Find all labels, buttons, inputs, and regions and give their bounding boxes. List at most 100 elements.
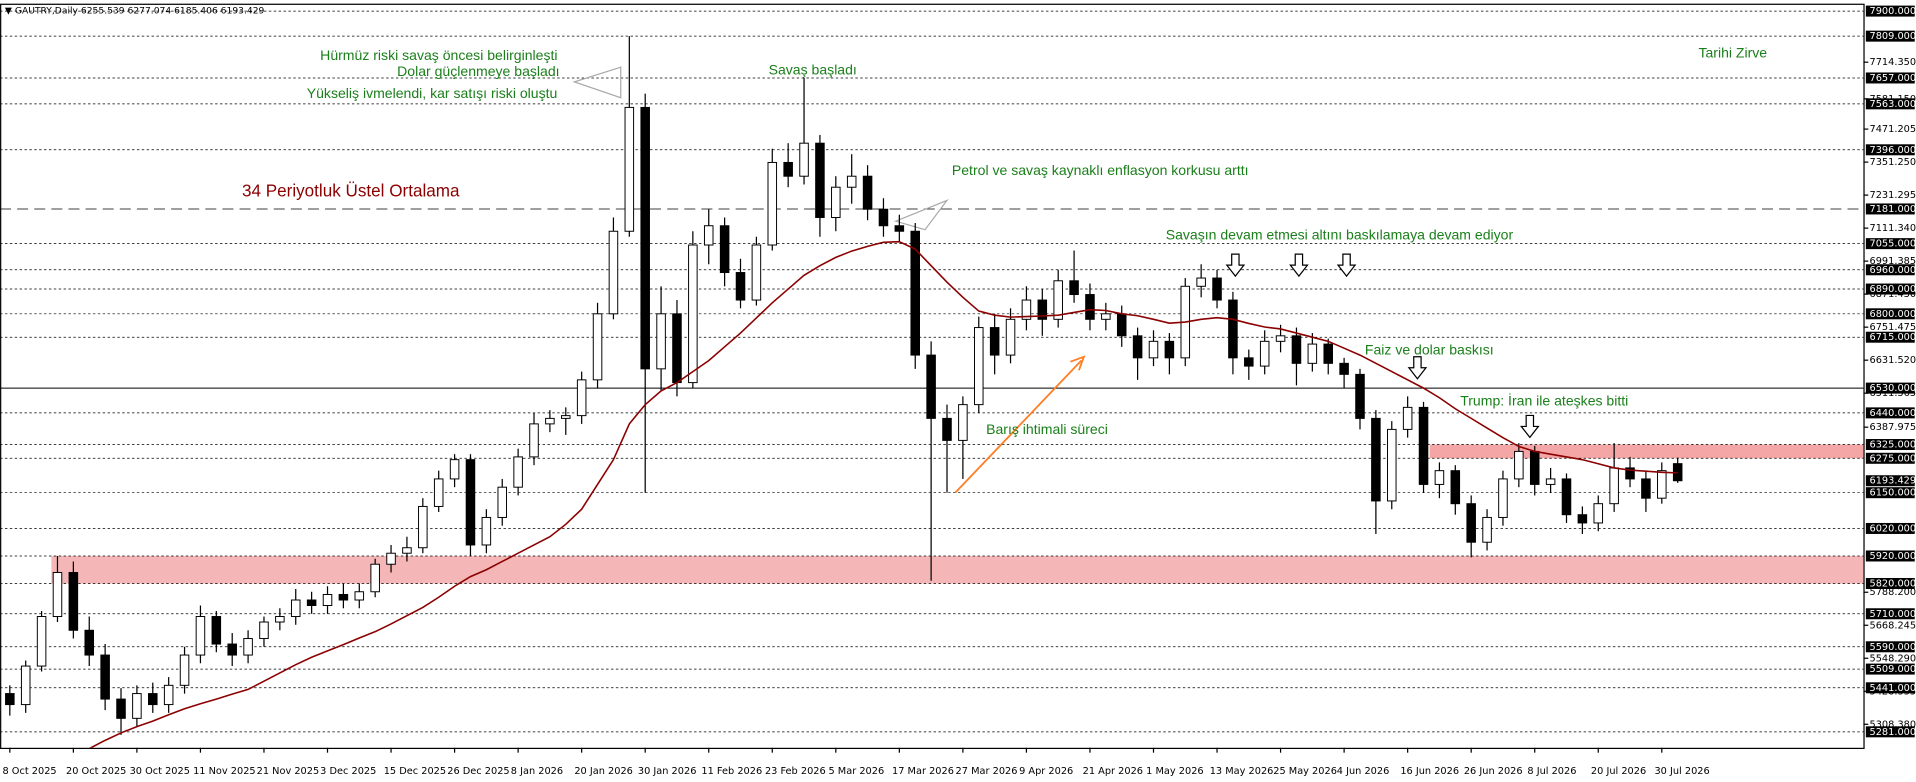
level-label: 7181.000 [1870,204,1916,215]
annotations: 34 Periyotluk Üstel Ortalama Hürmüz riski… [242,44,1767,436]
level-label-box [1865,487,1915,499]
x-tick-label: 15 Dec 2025 [384,766,446,777]
price-zone [51,555,1864,584]
candle-body [1482,516,1492,543]
candle-body [1450,470,1461,505]
y-tick-label: 6751.475 [1870,322,1916,333]
candle-body [36,616,47,667]
annotation: Yükseliş ivmelendi, kar satışı riski olu… [307,85,558,101]
y-tick-label: 5668.245 [1870,620,1916,631]
level-label: 7809.000 [1870,31,1916,42]
candle-body [465,459,476,546]
x-tick-label: 25 May 2026 [1273,766,1337,777]
level-label: 6325.000 [1870,440,1916,451]
level-label-box [1865,5,1915,17]
candle-body [179,654,190,686]
level-label: 5820.000 [1870,578,1916,589]
candle-body [831,186,841,218]
x-tick-label: 26 Jun 2026 [1464,766,1523,777]
candle-body [1148,340,1159,359]
candles [5,36,1683,735]
level-label-box [1865,283,1915,295]
x-tick-label: 4 Jun 2026 [1337,766,1390,777]
candle-body [1069,280,1079,296]
y-tick-label: 7714.350 [1870,57,1916,68]
level-label-box [1865,144,1915,156]
candle-body [561,415,571,419]
triangle [572,66,622,99]
candle-body [958,404,968,441]
x-tick-label: 30 Oct 2025 [130,766,190,777]
level-label: 6530.000 [1870,383,1916,394]
level-label-box [1865,663,1915,675]
candle-body [1323,343,1333,364]
level-label-box [1865,475,1915,487]
x-tick-label: 30 Jan 2026 [638,766,697,777]
candle-body [783,161,793,177]
level-label: 6193.429 [1870,476,1916,487]
candle-body [974,327,984,406]
candle-body [211,616,222,645]
candle-body [1101,313,1111,320]
candle-body [449,459,460,480]
candle-body [227,643,237,656]
candle-body [640,106,650,370]
x-tick-label: 8 Oct 2025 [2,766,56,777]
level-label: 6715.000 [1870,332,1916,343]
candle-body [1212,277,1222,301]
candle-body [1037,299,1048,320]
y-tick-label: 5548.290 [1870,653,1916,664]
candle-body [1529,450,1540,485]
candle-body [1196,277,1206,287]
candle-body [751,244,762,301]
orange-arrow [954,359,1083,494]
candle-body [592,313,603,381]
candle-body [5,693,15,706]
candle-body [624,106,635,232]
orange-arrow-head [1070,355,1086,371]
down-arrow [1520,414,1540,439]
level-label-box [1865,98,1915,110]
candle-body [1307,343,1318,364]
candle-body [418,505,428,549]
candle-body [370,563,380,593]
level-label-box [1865,550,1915,562]
x-tick-label: 3 Dec 2025 [320,766,376,777]
candle-body [910,230,920,356]
x-tick-label: 11 Nov 2025 [193,766,256,777]
level-label: 5509.000 [1870,664,1916,675]
y-tick-label: 7111.340 [1870,223,1916,234]
candle-body [116,698,126,719]
candle-body [846,175,857,188]
y-tick-label: 7351.250 [1870,157,1916,168]
x-tick-label: 9 Apr 2026 [1019,766,1073,777]
level-label: 5281.000 [1870,727,1916,738]
candle-body [1593,503,1604,524]
y-tick-label: 5788.200 [1870,587,1916,598]
candle-body [1085,294,1095,320]
x-tick-label: 8 Jan 2026 [511,766,563,777]
level-label-box [1865,382,1915,394]
x-tick-label: 20 Jul 2026 [1591,766,1646,777]
candle-body [1275,335,1286,342]
candle-body [1514,450,1524,480]
level-label: 6800.000 [1870,309,1916,320]
level-label: 5441.000 [1870,683,1916,694]
x-tick-label: 11 Feb 2026 [701,766,762,777]
candle-body [1053,280,1063,320]
candle-body [545,417,555,425]
triangle [893,198,949,231]
candle-body [354,591,365,601]
level-label: 7563.000 [1870,99,1916,110]
annotation: Petrol ve savaş kaynaklı enflasyon korku… [952,162,1249,178]
annotation: Trump: İran ile ateşkes bitti [1460,392,1628,409]
x-tick-label: 21 Nov 2025 [257,766,320,777]
candle-body [163,684,174,706]
level-label: 5710.000 [1870,609,1916,620]
y-tick-label: 5308.380 [1870,719,1916,730]
candle-body [433,478,444,507]
candle-body [1371,417,1381,502]
candle-body [84,629,95,656]
x-tick-label: 23 Feb 2026 [765,766,826,777]
